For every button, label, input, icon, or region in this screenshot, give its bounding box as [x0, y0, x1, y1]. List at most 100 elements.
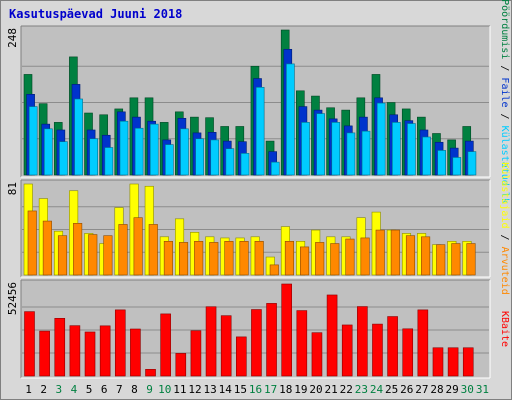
panel-middle: 81 Külastajaid / Arvuteid [6, 162, 510, 294]
bar-middle-visits-day-19 [300, 246, 310, 276]
bar-middle-visits-day-4 [73, 223, 83, 276]
bar-bottom-kbytes-day-4 [69, 325, 81, 377]
bar-top-pages-day-1 [28, 106, 38, 176]
bar-top-pages-day-17 [270, 161, 280, 176]
bar-bottom-kbytes-day-22 [341, 324, 353, 377]
legend-part: Külastatud lk [499, 126, 510, 204]
bar-middle-visits-day-28 [436, 244, 446, 276]
legend-part: / [499, 59, 510, 77]
bar-middle-visits-day-13 [209, 242, 219, 276]
day-label-26: 26 [400, 383, 413, 396]
bar-middle-visits-day-14 [224, 241, 234, 276]
bar-bottom-kbytes-day-9 [145, 369, 156, 377]
bar-middle-visits-day-3 [57, 235, 68, 276]
bar-middle-visits-day-23 [360, 237, 370, 276]
bar-top-pages-day-19 [301, 122, 310, 176]
legend-part: / [499, 229, 510, 247]
bar-bottom-kbytes-day-19 [296, 310, 308, 377]
legend-part: / [499, 108, 510, 126]
bar-middle-visits-day-17 [269, 264, 279, 276]
bar-bottom-kbytes-day-20 [311, 332, 323, 377]
day-label-12: 12 [188, 383, 201, 396]
bar-middle-visits-day-15 [239, 241, 249, 276]
day-label-15: 15 [234, 383, 247, 396]
bar-bottom-kbytes-day-13 [205, 306, 217, 377]
legend-top: Pöördumisi / Faile / Külastatud lk [499, 0, 510, 204]
bar-top-pages-day-23 [361, 130, 371, 176]
bar-top-pages-day-9 [149, 123, 159, 176]
bar-top-pages-day-24 [376, 102, 386, 176]
legend-part: Faile [499, 77, 510, 107]
bar-middle-visits-day-10 [163, 241, 173, 276]
bar-bottom-kbytes-day-27 [417, 309, 429, 377]
bar-top-pages-day-11 [180, 128, 189, 176]
bar-top-pages-day-4 [74, 98, 83, 176]
bar-middle-visits-day-21 [330, 243, 340, 276]
day-label-17: 17 [264, 383, 277, 396]
legend-part: Arvuteid [499, 247, 510, 295]
bar-middle-visits-day-30 [466, 243, 476, 276]
bar-bottom-kbytes-day-18 [281, 283, 292, 377]
bar-bottom-kbytes-day-28 [432, 347, 444, 377]
day-label-27: 27 [415, 383, 428, 396]
bar-top-pages-day-14 [225, 148, 235, 176]
day-label-22: 22 [340, 383, 353, 396]
day-label-1: 1 [25, 383, 32, 396]
day-label-6: 6 [101, 383, 108, 396]
legend-part: Pöördumisi [499, 0, 510, 59]
bar-bottom-kbytes-day-30 [462, 347, 474, 377]
bar-bottom-kbytes-day-8 [130, 328, 141, 377]
day-label-7: 7 [116, 383, 123, 396]
bar-top-pages-day-3 [59, 141, 68, 176]
bar-middle-visits-day-7 [118, 224, 128, 276]
bar-middle-visits-day-26 [405, 235, 416, 276]
day-label-20: 20 [309, 383, 322, 396]
bar-top-pages-day-16 [255, 87, 265, 176]
day-label-24: 24 [370, 383, 384, 396]
day-label-2: 2 [40, 383, 47, 396]
bar-top-pages-day-15 [240, 153, 250, 176]
bar-bottom-kbytes-day-14 [220, 315, 232, 377]
bar-top-pages-day-29 [452, 157, 462, 176]
day-axis: 1 2 3 4 5 6 7 8 9 10 11 12 13 14 15 16 17 18 19 20 21 22 23 24 2… [25, 383, 489, 396]
bar-bottom-kbytes-day-5 [84, 331, 96, 377]
day-label-23: 23 [355, 383, 368, 396]
bar-bottom-kbytes-day-6 [99, 325, 111, 377]
day-label-11: 11 [173, 383, 186, 396]
bar-middle-visits-day-29 [451, 243, 461, 276]
day-label-4: 4 [71, 383, 78, 396]
bar-middle-visits-day-2 [42, 220, 52, 276]
bar-bottom-kbytes-day-2 [39, 330, 50, 377]
day-label-19: 19 [294, 383, 307, 396]
bar-middle-visits-day-24 [375, 229, 385, 276]
bar-bottom-kbytes-day-7 [114, 309, 126, 377]
day-label-25: 25 [385, 383, 398, 396]
day-label-10: 10 [158, 383, 171, 396]
day-label-5: 5 [86, 383, 93, 396]
bar-bottom-kbytes-day-3 [54, 317, 66, 377]
bar-bottom-kbytes-day-11 [175, 353, 187, 377]
bar-top-pages-day-26 [407, 123, 416, 176]
bar-middle-visits-day-6 [103, 235, 113, 276]
bar-middle-visits-day-18 [284, 241, 294, 276]
bar-top-pages-day-8 [134, 127, 144, 176]
bar-top-pages-day-5 [89, 138, 99, 176]
day-label-8: 8 [131, 383, 138, 396]
bar-middle-visits-day-22 [345, 238, 355, 276]
bar-middle-visits-day-5 [88, 234, 98, 276]
day-label-29: 29 [446, 383, 459, 396]
bar-middle-visits-day-11 [178, 242, 189, 276]
y-max-label-bottom: 52456 [6, 282, 19, 315]
chart-panels: 248 Pöördumisi / Faile / Külastatud lk 81 K… [6, 0, 510, 379]
day-label-9: 9 [146, 383, 153, 396]
bar-middle-visits-day-27 [421, 236, 431, 276]
bar-bottom-kbytes-day-12 [190, 330, 202, 377]
bar-top-pages-day-6 [104, 147, 114, 176]
bar-bottom-kbytes-day-10 [160, 313, 171, 377]
day-label-3: 3 [56, 383, 63, 396]
day-label-18: 18 [279, 383, 292, 396]
bar-middle-visits-day-16 [254, 241, 264, 276]
day-label-21: 21 [325, 383, 338, 396]
